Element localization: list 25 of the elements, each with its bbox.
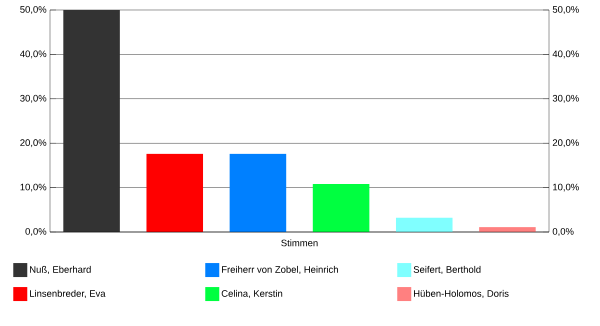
- text: 40,0%: [552, 50, 579, 58]
- text: 50,0%: [552, 6, 579, 14]
- y-tick-label: 40,0%: [20, 50, 46, 58]
- y-tick-label: 10,0%: [20, 184, 46, 192]
- bar: [230, 154, 286, 232]
- y-tick-label: 20,0%: [20, 139, 46, 148]
- bar: [479, 227, 536, 232]
- bar: [63, 10, 120, 232]
- text: 20,0%: [552, 139, 579, 148]
- legend-label: Hüben-Holomos, Doris: [414, 290, 509, 298]
- text: 0,0%: [552, 228, 574, 236]
- legend-label: Linsenbreder, Eva: [30, 290, 106, 298]
- y-tick-label: 50,0%: [20, 6, 46, 14]
- y-tick-label: 0,0%: [25, 228, 46, 236]
- legend-label: Nuß, Eberhard: [30, 266, 91, 274]
- bar: [146, 154, 204, 232]
- legend-label: Celina, Kerstin: [222, 290, 282, 298]
- bar: [312, 184, 370, 232]
- x-tick-label: Stimmen: [281, 239, 318, 246]
- y-tick-label: 30,0%: [20, 94, 46, 103]
- text: 30,0%: [552, 94, 579, 103]
- bar: [396, 218, 453, 232]
- text: 10,0%: [553, 184, 579, 192]
- legend-label: Freiherr von Zobel, Heinrich: [222, 266, 338, 274]
- legend-label: Seifert, Berthold: [414, 266, 480, 274]
